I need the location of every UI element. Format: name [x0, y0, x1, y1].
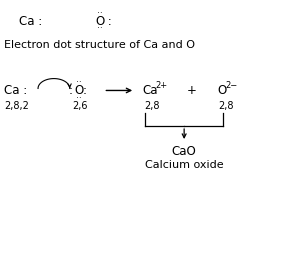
Text: ··: ··	[76, 94, 82, 103]
Text: O: O	[217, 84, 227, 97]
Text: CaO: CaO	[172, 145, 196, 158]
Text: ··: ··	[76, 78, 82, 87]
Text: O: O	[96, 15, 105, 28]
Text: Ca :: Ca :	[4, 84, 28, 97]
Text: ··: ··	[97, 25, 103, 34]
Text: Ca: Ca	[142, 84, 158, 97]
Text: :: :	[104, 15, 112, 28]
Text: 2,8: 2,8	[218, 101, 234, 111]
Text: Electron dot structure of Ca and O: Electron dot structure of Ca and O	[4, 40, 195, 50]
Text: +: +	[187, 84, 196, 97]
Text: 2,6: 2,6	[73, 101, 88, 111]
Text: O: O	[75, 84, 84, 97]
Text: Ca :: Ca :	[19, 15, 42, 28]
Text: Calcium oxide: Calcium oxide	[145, 160, 223, 170]
Text: ··: ··	[97, 9, 103, 18]
Text: 2+: 2+	[155, 81, 167, 90]
Text: 2,8,2: 2,8,2	[4, 101, 29, 111]
Text: :: :	[69, 84, 73, 97]
Text: 2−: 2−	[225, 81, 238, 90]
Text: :: :	[83, 84, 87, 97]
Text: 2,8: 2,8	[144, 101, 160, 111]
